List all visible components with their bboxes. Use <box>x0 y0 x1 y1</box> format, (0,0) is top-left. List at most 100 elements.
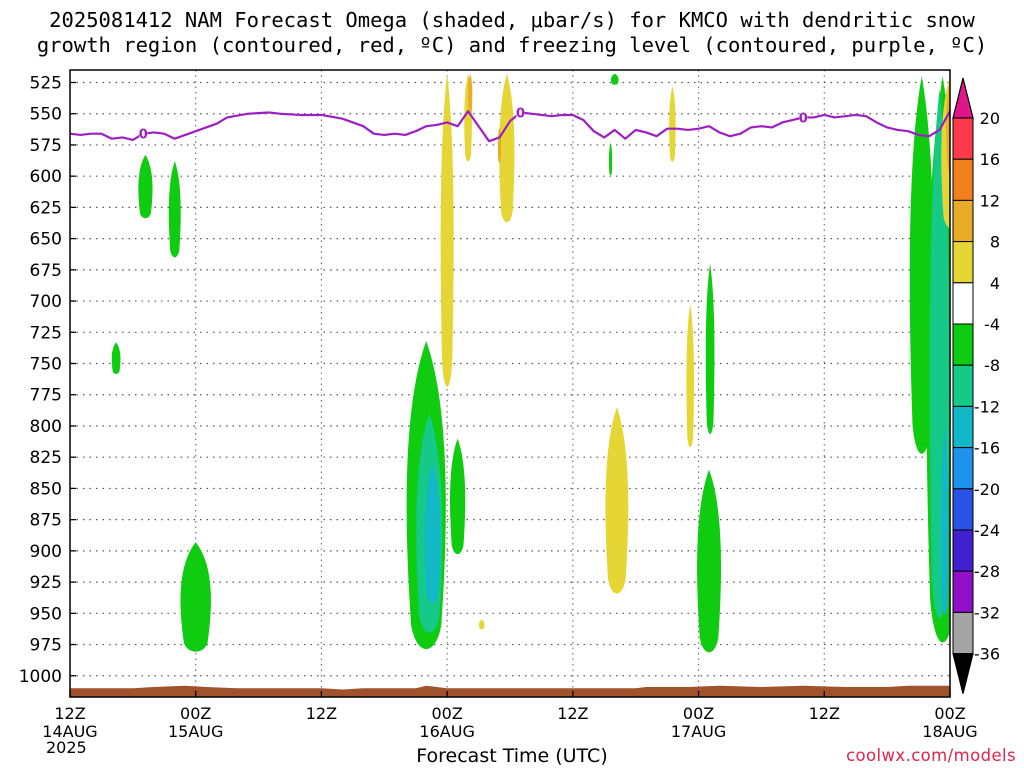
y-tick-label: 725 <box>30 323 62 343</box>
y-tick-label: 775 <box>30 386 62 406</box>
colorbar-label: -24 <box>974 521 1000 540</box>
x-tick-label: 00Z <box>683 704 714 723</box>
colorbar-label: 8 <box>990 233 1000 252</box>
omega-region-c4 <box>608 142 613 176</box>
colorbar-swatch <box>952 117 974 160</box>
y-tick-label: 650 <box>30 230 62 250</box>
colorbar-swatch <box>952 364 974 407</box>
omega-region-c12 <box>940 425 949 615</box>
colorbar-top-arrow <box>952 77 974 119</box>
colorbar-label: -36 <box>974 645 1000 664</box>
colorbar-swatch <box>952 447 974 490</box>
colorbar-label: 16 <box>980 150 1000 169</box>
colorbar-label: 12 <box>980 191 1000 210</box>
y-tick-label: 700 <box>30 292 62 312</box>
colorbar-swatch <box>952 529 974 572</box>
y-axis: 525 550 575 600 625 650 675 700 725 750 775 800 825 8… <box>19 73 76 687</box>
omega-region-w8 <box>946 81 950 173</box>
colorbar-swatch <box>952 199 974 243</box>
freezing-level-label: 0 <box>516 106 525 121</box>
chart-title-line-1: 2025081412 NAM Forecast Omega (shaded, μ… <box>49 8 975 32</box>
omega-region-w4 <box>440 73 454 387</box>
omega-region-c4 <box>138 154 153 219</box>
y-tick-label: 800 <box>30 417 62 437</box>
y-tick-label: 825 <box>30 448 62 468</box>
omega-region-c4 <box>180 542 211 652</box>
omega-region-c4 <box>697 469 722 653</box>
colorbar-label: 20 <box>980 109 1000 128</box>
source-credit[interactable]: coolwx.com/models <box>846 746 1016 765</box>
y-tick-label: 675 <box>30 261 62 281</box>
y-tick-label: 950 <box>30 604 62 624</box>
omega-region-w4 <box>686 303 695 448</box>
y-tick-label: 850 <box>30 479 62 499</box>
x-tick-date-label: 17AUG <box>671 722 726 741</box>
y-tick-label: 575 <box>30 136 62 156</box>
x-tick-date-label: 18AUG <box>922 722 977 741</box>
x-tick-date-label: 14AUG <box>42 722 97 741</box>
y-tick-label: 900 <box>30 542 62 562</box>
x-tick-label: 12Z <box>557 704 588 723</box>
colorbar-swatch <box>952 241 974 284</box>
omega-region-c4 <box>449 438 466 555</box>
colorbar-swatch <box>952 570 974 613</box>
colorbar-swatch <box>952 611 974 655</box>
freezing-level-label: 0 <box>139 128 148 143</box>
colorbar-swatch <box>952 405 974 449</box>
omega-region-c4 <box>705 263 715 435</box>
omega-region-c4 <box>610 73 619 85</box>
omega-region-w4 <box>605 407 629 594</box>
y-tick-label: 875 <box>30 511 62 531</box>
colorbar-label: 4 <box>990 274 1000 293</box>
freezing-label-bg <box>139 126 148 140</box>
x-tick-label: 00Z <box>180 704 211 723</box>
omega-region-c4 <box>111 342 121 374</box>
x-tick-label: 00Z <box>934 704 965 723</box>
colorbar: 20 16 12 8 4 -4 -8 -12 -16 -20 -24 -28 -32 -36 <box>952 77 1000 694</box>
colorbar-label: -4 <box>984 315 1000 334</box>
colorbar-label: -16 <box>974 439 1000 458</box>
x-tick-date-label: 15AUG <box>168 722 223 741</box>
omega-region-w12 <box>950 74 955 107</box>
omega-region-w4 <box>499 73 515 223</box>
y-tick-label: 600 <box>30 167 62 187</box>
colorbar-swatch <box>952 488 974 531</box>
x-tick-label: 12Z <box>54 704 85 723</box>
y-tick-label: 925 <box>30 573 62 593</box>
x-tick-label: 12Z <box>306 704 337 723</box>
colorbar-bottom-arrow <box>952 652 974 694</box>
colorbar-label: -20 <box>974 480 1000 499</box>
y-tick-label: 750 <box>30 355 62 375</box>
colorbar-label: -8 <box>984 356 1000 375</box>
x-tick-label: 12Z <box>809 704 840 723</box>
omega-region-w8 <box>468 73 473 113</box>
y-tick-label: 525 <box>30 73 62 93</box>
colorbar-swatch <box>952 158 974 201</box>
omega-region-w4 <box>669 86 676 162</box>
freezing-level-label: 0 <box>799 111 808 126</box>
y-tick-label: 975 <box>30 636 62 656</box>
colorbar-label: -28 <box>974 562 1000 581</box>
colorbar-swatch <box>952 282 974 325</box>
colorbar-label: -12 <box>974 397 1000 416</box>
freezing-label-bg <box>799 110 808 124</box>
freezing-level-line <box>70 110 950 143</box>
x-axis-title: Forecast Time (UTC) <box>416 745 608 767</box>
colorbar-label: -32 <box>974 603 1000 622</box>
omega-region-w4 <box>478 619 485 630</box>
y-tick-label: 625 <box>30 198 62 218</box>
chart-title-line-2: growth region (contoured, red, ºC) and f… <box>36 33 988 57</box>
colorbar-swatch <box>952 323 974 366</box>
y-tick-label: 1000 <box>19 667 62 687</box>
terrain-fill <box>70 685 950 697</box>
plot-frame <box>69 69 951 698</box>
freezing-label-bg <box>516 105 525 119</box>
year-label: 2025 <box>46 738 87 757</box>
omega-region-c4 <box>168 161 181 258</box>
omega-region-c12 <box>424 463 441 604</box>
x-tick-date-label: 16AUG <box>419 722 474 741</box>
surface-terrain <box>70 685 950 697</box>
x-tick-label: 00Z <box>431 704 462 723</box>
freezing-level-contour: 0 0 0 <box>70 105 950 143</box>
